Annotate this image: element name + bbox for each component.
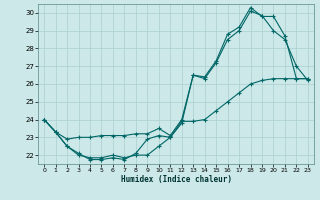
X-axis label: Humidex (Indice chaleur): Humidex (Indice chaleur) xyxy=(121,175,231,184)
